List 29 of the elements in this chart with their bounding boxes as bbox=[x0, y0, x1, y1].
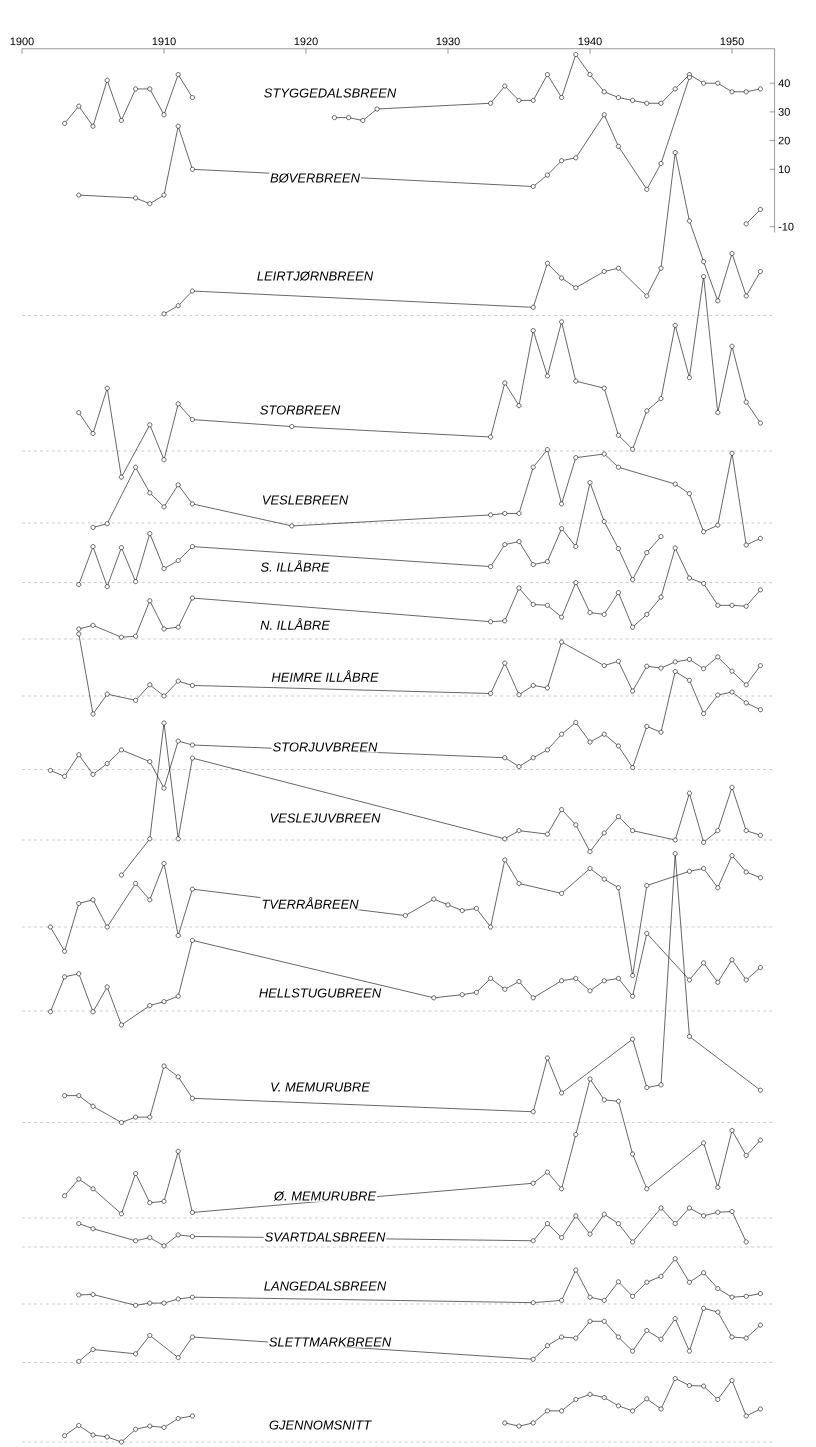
y-tick-label: 10 bbox=[778, 165, 790, 174]
y-tick-label: 30 bbox=[778, 108, 790, 116]
y-tick-label: 20 bbox=[778, 136, 790, 145]
series-label: N. ILLÅBRE bbox=[260, 618, 331, 630]
y-tick-label: 40 bbox=[778, 79, 790, 88]
x-tick-label: 1910 bbox=[152, 37, 176, 46]
series-label: BØVERBREEN bbox=[270, 173, 360, 183]
series-label: SVARTDALSBREEN bbox=[265, 1232, 386, 1242]
series-label: S. ILLÅBRE bbox=[260, 560, 330, 572]
series-label: STYGGEDALSBREEN bbox=[264, 88, 397, 98]
x-tick-label: 1940 bbox=[578, 37, 602, 46]
series-label: STORJUVBREEN bbox=[272, 742, 378, 752]
x-tick-label: 1930 bbox=[436, 37, 460, 46]
series-label: TVERRÅBREEN bbox=[262, 897, 359, 909]
series-label: STORBREEN bbox=[260, 405, 341, 415]
x-tick-label: 1920 bbox=[294, 37, 318, 46]
series-label: VESLEJUVBREEN bbox=[270, 813, 381, 823]
series-label: Ø. MEMURUBRE bbox=[273, 1191, 377, 1201]
series-label: HELLSTUGUBREEN bbox=[259, 988, 382, 998]
x-tick-label: 1900 bbox=[10, 37, 34, 46]
series-label: HEIMRE ILLÅBRE bbox=[271, 670, 379, 682]
series-label: VESLEBREEN bbox=[262, 495, 349, 505]
y-tick-label: -10 bbox=[778, 222, 794, 231]
series-label: V. MEMURUBRE bbox=[271, 1082, 371, 1092]
series-label: LEIRTJØRNBREEN bbox=[257, 271, 374, 281]
series-label: SLETTMARKBREEN bbox=[269, 1337, 392, 1347]
x-tick-label: 1950 bbox=[720, 37, 744, 46]
text: GJENNOMSNITT bbox=[269, 1420, 372, 1430]
series-label: LANGEDALSBREEN bbox=[264, 1281, 387, 1291]
